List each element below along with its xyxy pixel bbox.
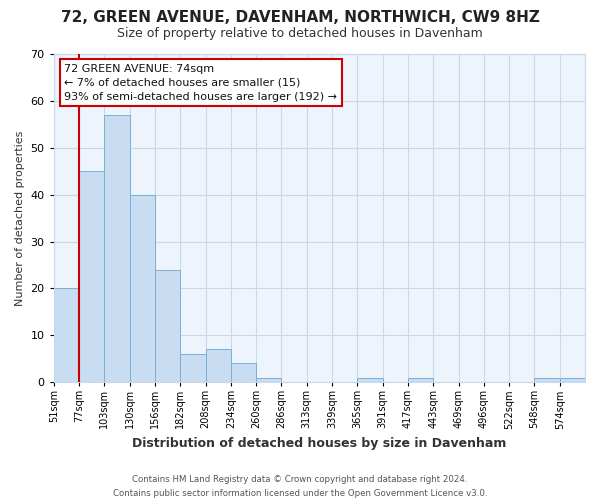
Bar <box>358 378 383 382</box>
Text: 72, GREEN AVENUE, DAVENHAM, NORTHWICH, CW9 8HZ: 72, GREEN AVENUE, DAVENHAM, NORTHWICH, C… <box>61 10 539 25</box>
X-axis label: Distribution of detached houses by size in Davenham: Distribution of detached houses by size … <box>132 437 506 450</box>
Bar <box>560 378 585 382</box>
Bar <box>130 194 155 382</box>
Bar <box>155 270 180 382</box>
Bar <box>408 378 433 382</box>
Bar <box>206 350 231 382</box>
Y-axis label: Number of detached properties: Number of detached properties <box>15 130 25 306</box>
Text: 72 GREEN AVENUE: 74sqm
← 7% of detached houses are smaller (15)
93% of semi-deta: 72 GREEN AVENUE: 74sqm ← 7% of detached … <box>64 64 337 102</box>
Text: Contains HM Land Registry data © Crown copyright and database right 2024.
Contai: Contains HM Land Registry data © Crown c… <box>113 476 487 498</box>
Bar <box>79 171 104 382</box>
Text: Size of property relative to detached houses in Davenham: Size of property relative to detached ho… <box>117 28 483 40</box>
Bar <box>535 378 560 382</box>
Bar <box>180 354 206 382</box>
Bar <box>231 364 256 382</box>
Bar <box>256 378 281 382</box>
Bar <box>104 115 130 382</box>
Bar <box>54 288 79 382</box>
